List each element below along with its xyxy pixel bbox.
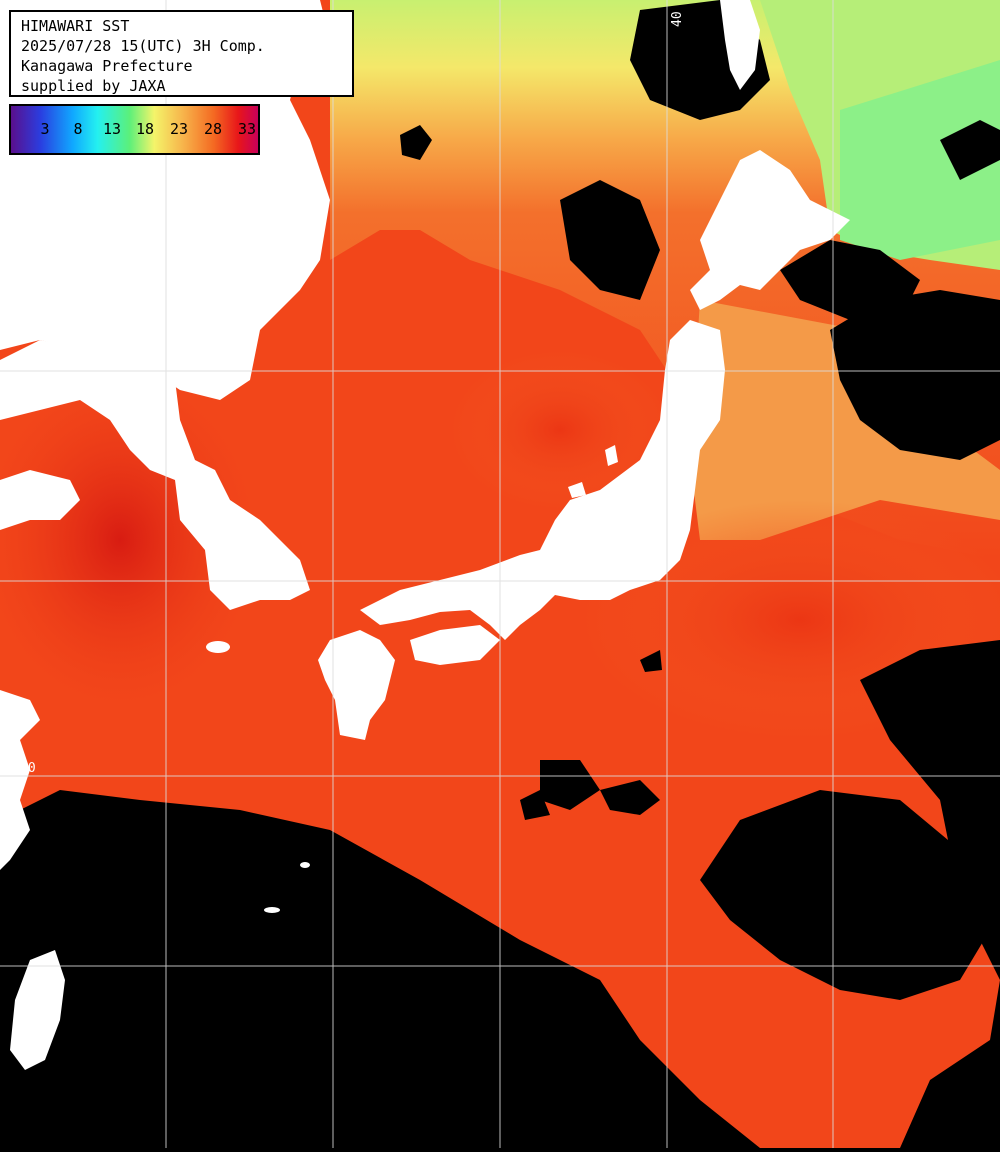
- shikoku: [410, 625, 500, 665]
- grid-label-40n: 40N: [12, 356, 35, 371]
- okhotsk-green: [840, 60, 1000, 260]
- ryukyu-island: [264, 907, 280, 913]
- ryukyu-island: [300, 862, 310, 868]
- yellow-sea-hot: [0, 370, 260, 710]
- small-island: [568, 482, 586, 498]
- grid-label-top: 40: [670, 11, 685, 27]
- land: [0, 0, 850, 1070]
- china-coast: [0, 690, 40, 870]
- honshu: [360, 320, 725, 640]
- taiwan: [10, 950, 65, 1070]
- korean-peninsula: [0, 340, 310, 610]
- color-scale-legend: 3 8 13 18 23 28 33: [9, 104, 260, 155]
- legend-tick: 8: [73, 120, 83, 138]
- title-supplier: supplied by JAXA: [21, 77, 166, 95]
- sea-of-japan-hot: [450, 350, 670, 510]
- title-region: Kanagawa Prefecture: [21, 57, 193, 75]
- legend-tick: 28: [203, 120, 223, 138]
- sado-island: [605, 445, 618, 466]
- jeju-island: [206, 641, 230, 653]
- grid-label-30: 30: [20, 761, 36, 776]
- sakhalin: [720, 0, 760, 90]
- legend-tick: 23: [169, 120, 189, 138]
- tohoku-cool-water: [690, 300, 1000, 540]
- title-product: HIMAWARI SST: [21, 17, 130, 35]
- north-continent: [0, 0, 330, 400]
- title-datetime: 2025/07/28 15(UTC) 3H Comp.: [21, 37, 265, 55]
- kyushu: [318, 630, 395, 740]
- legend-tick: 3: [40, 120, 50, 138]
- legend-tick: 18: [135, 120, 155, 138]
- legend-tick: 33: [237, 120, 257, 138]
- shandong-peninsula: [0, 470, 80, 530]
- legend-tick: 13: [102, 120, 122, 138]
- hokkaido: [690, 150, 850, 310]
- title-box: HIMAWARI SST 2025/07/28 15(UTC) 3H Comp.…: [9, 10, 354, 97]
